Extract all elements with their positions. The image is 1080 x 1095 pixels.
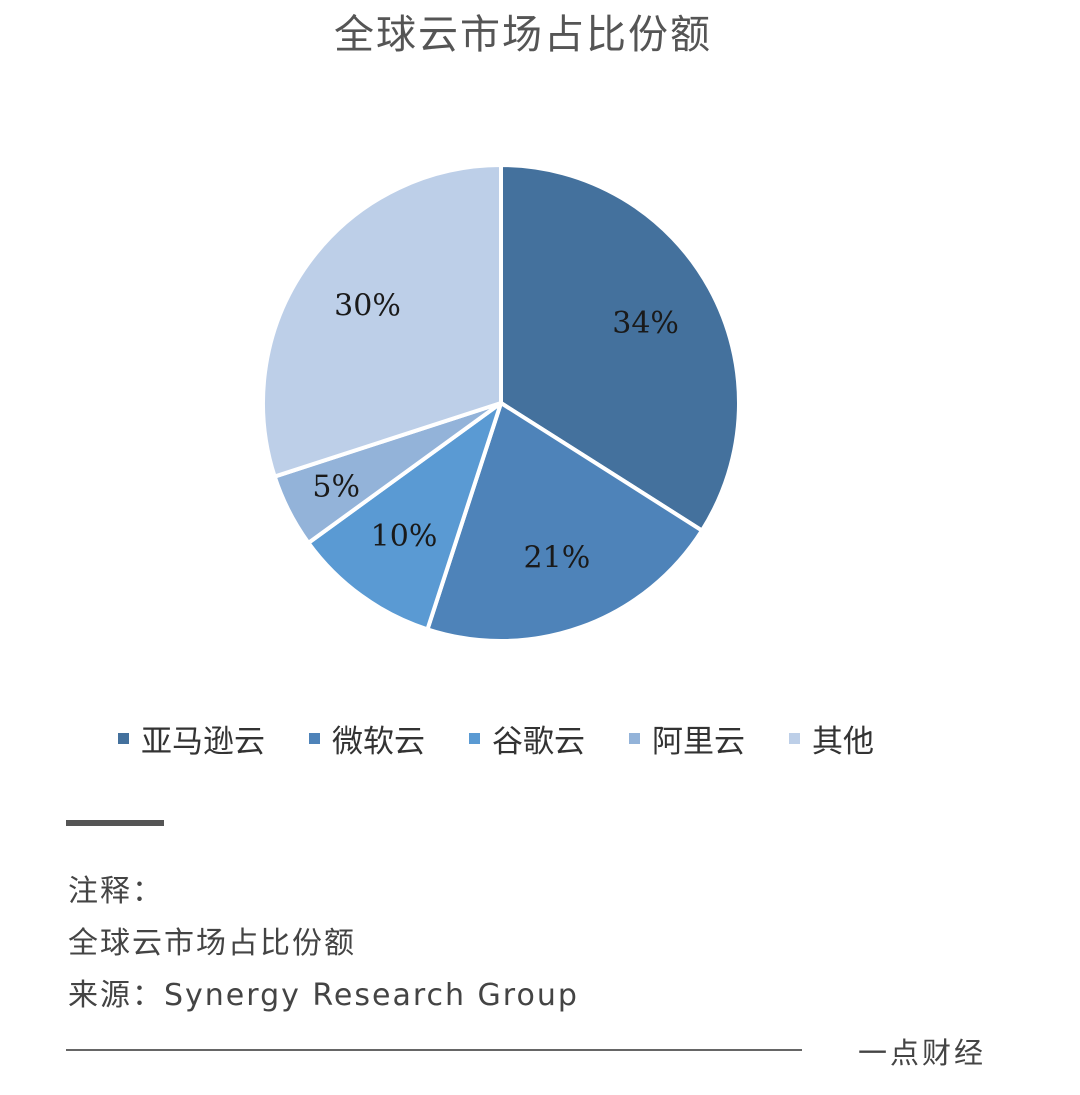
slice-data-label: 10% (371, 519, 438, 554)
chart-title: 全球云市场占比份额 (334, 12, 712, 58)
legend-label: 其他 (812, 723, 874, 760)
legend-swatch (789, 732, 800, 744)
note-source: 来源：Synergy Research Group (68, 978, 579, 1013)
legend-label: 阿里云 (652, 723, 745, 760)
note-caption: 全球云市场占比份额 (68, 926, 356, 961)
legend-label: 亚马逊云 (141, 723, 265, 760)
slice-data-label: 5% (312, 469, 360, 504)
note-heading: 注释： (68, 874, 164, 909)
chart-legend: 亚马逊云 微软云 谷歌云 阿里云 其他 (118, 714, 918, 762)
legend-label: 谷歌云 (492, 723, 585, 760)
legend-item: 其他 (789, 716, 874, 761)
legend-swatch (629, 732, 640, 744)
legend-swatch (309, 732, 320, 744)
slice-data-label: 30% (334, 289, 401, 324)
slice-google (306, 401, 503, 632)
legend-item: 阿里云 (629, 716, 745, 761)
footer-divider (66, 1049, 802, 1051)
legend-label: 微软云 (332, 723, 425, 760)
legend-item: 微软云 (309, 716, 425, 761)
slice-data-label: 34% (612, 306, 679, 341)
slice-microsoft (425, 401, 704, 643)
legend-swatch (469, 732, 480, 744)
slice-data-label: 21% (524, 541, 591, 576)
note-accent-bar (66, 820, 164, 826)
legend-swatch (118, 732, 129, 744)
footer-brand: 一点财经 (858, 1036, 987, 1070)
legend-item: 谷歌云 (469, 716, 585, 761)
legend-item: 亚马逊云 (118, 716, 265, 761)
slice-other (261, 163, 503, 479)
pie-chart: 34% 21% 10% 5% 30% (261, 163, 741, 643)
